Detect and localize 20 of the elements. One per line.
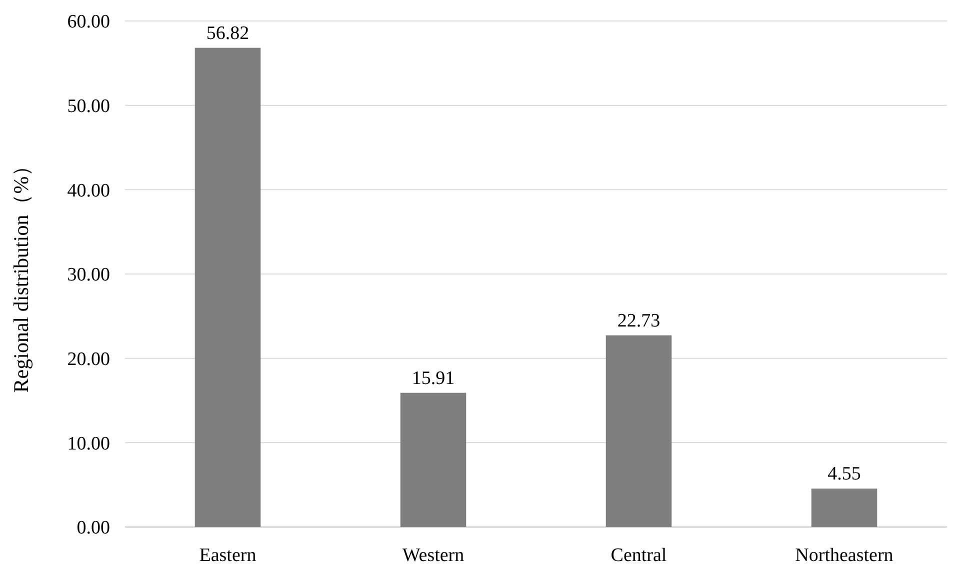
x-tick-label: Eastern	[199, 545, 257, 566]
y-tick-label: 20.00	[67, 348, 110, 370]
data-label: 15.91	[412, 368, 455, 389]
y-tick-label: 50.00	[67, 96, 110, 117]
bar	[400, 392, 466, 527]
y-tick-label: 10.00	[67, 433, 110, 454]
bar	[606, 335, 672, 527]
data-label: 4.55	[828, 464, 861, 485]
data-label: 22.73	[617, 310, 660, 332]
y-tick-label: 30.00	[67, 264, 110, 286]
data-label: 56.82	[206, 22, 250, 44]
y-axis-title: Regional distribution（%）	[9, 155, 33, 393]
x-tick-label: Western	[402, 545, 465, 566]
x-tick-label: Northeastern	[795, 545, 894, 566]
y-tick-label: 60.00	[67, 12, 110, 33]
y-tick-label: 40.00	[67, 180, 110, 202]
y-tick-label: 0.00	[76, 518, 110, 539]
bar	[811, 488, 878, 527]
bar	[194, 48, 261, 527]
x-tick-label: Central	[610, 545, 667, 566]
